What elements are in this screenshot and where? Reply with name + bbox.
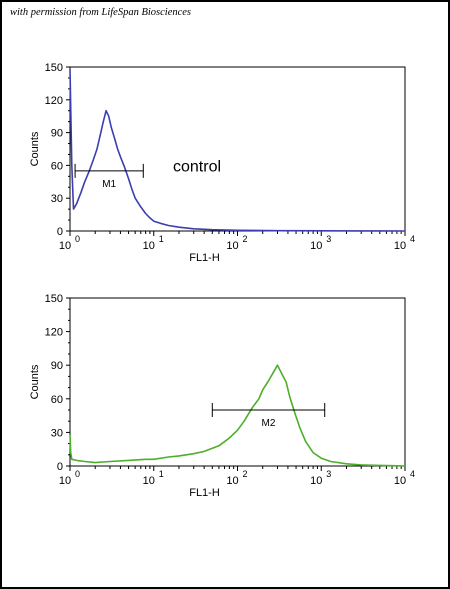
y-tick-label: 30 — [51, 427, 63, 439]
plot-area — [69, 66, 406, 232]
y-tick-label: 0 — [57, 461, 63, 473]
x-tick-label: 10 — [310, 240, 322, 252]
x-tick-exponent: 4 — [410, 234, 415, 244]
x-tick-label: 10 — [143, 240, 155, 252]
x-tick-label: 10 — [226, 475, 238, 487]
annotation-control: control — [173, 158, 221, 175]
x-tick-exponent: 1 — [159, 234, 164, 244]
x-tick-label: 10 — [59, 475, 71, 487]
y-tick-label: 60 — [51, 160, 63, 172]
y-tick-label: 30 — [51, 193, 63, 205]
x-tick-exponent: 0 — [75, 469, 80, 479]
y-axis-label: Counts — [29, 131, 41, 166]
y-tick-label: 120 — [45, 327, 63, 339]
x-tick-exponent: 0 — [75, 234, 80, 244]
marker-label: M1 — [102, 179, 116, 190]
x-axis-label: FL1-H — [189, 487, 220, 499]
y-tick-label: 0 — [57, 226, 63, 238]
x-tick-label: 10 — [394, 475, 406, 487]
x-axis-label: FL1-H — [189, 252, 220, 264]
x-tick-label: 10 — [310, 475, 322, 487]
x-tick-exponent: 3 — [326, 234, 331, 244]
marker-label: M2 — [262, 418, 276, 429]
y-tick-label: 150 — [45, 293, 63, 305]
x-tick-exponent: 2 — [243, 469, 248, 479]
y-tick-label: 90 — [51, 128, 63, 140]
x-tick-exponent: 3 — [326, 469, 331, 479]
histogram-panel-1: 0 30 60 90 120 150 10 0 10 1 10 2 10 3 10 4 FL1-H Counts M… — [29, 62, 415, 264]
x-tick-exponent: 2 — [243, 234, 248, 244]
y-tick-label: 60 — [51, 394, 63, 406]
plot-area — [69, 297, 406, 467]
y-tick-label: 150 — [45, 62, 63, 74]
y-tick-label: 90 — [51, 360, 63, 372]
histogram-line — [69, 364, 406, 467]
x-tick-exponent: 1 — [159, 469, 164, 479]
x-tick-label: 10 — [59, 240, 71, 252]
y-axis-label: Counts — [29, 364, 41, 399]
credit-text: with permission from LifeSpan Bioscience… — [10, 7, 192, 18]
x-tick-label: 10 — [143, 475, 155, 487]
x-tick-label: 10 — [394, 240, 406, 252]
y-tick-label: 120 — [45, 95, 63, 107]
x-tick-label: 10 — [226, 240, 238, 252]
histogram-panel-2: 0 30 60 90 120 150 10 0 10 1 10 2 10 3 10 4 FL1-H Counts M… — [29, 293, 415, 499]
histogram-line — [69, 69, 406, 232]
x-tick-exponent: 4 — [410, 469, 415, 479]
